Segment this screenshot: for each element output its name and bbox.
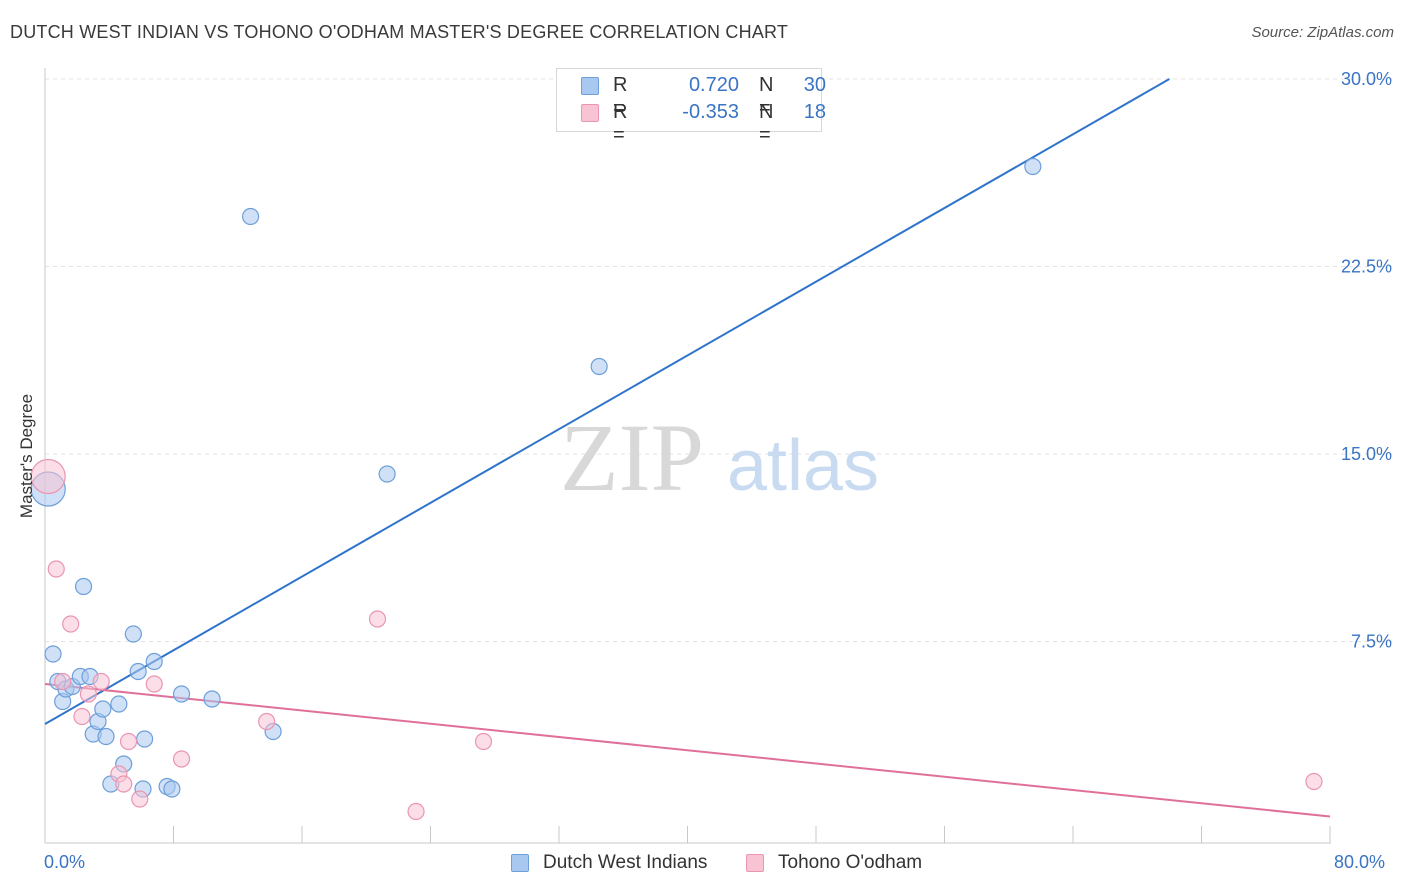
source-label: Source: ZipAtlas.com — [1251, 24, 1394, 41]
y-axis-label: Master's Degree — [17, 393, 36, 519]
y-tick-label: 15.0% — [1341, 444, 1392, 464]
data-point-dutch — [590, 357, 608, 376]
trend-line-dutch — [44, 78, 1170, 725]
y-tick-label: 7.5% — [1351, 632, 1392, 652]
data-point-tohono — [407, 802, 425, 821]
trend-line-tohono — [44, 683, 1331, 818]
data-point-tohono — [115, 775, 133, 793]
data-point-tohono — [73, 707, 91, 726]
legend-swatch-pink — [746, 854, 764, 872]
data-point-dutch — [378, 465, 396, 483]
y-tick-label: 22.5% — [1341, 257, 1392, 277]
series-legend: Dutch West Indians Tohono O'odham — [0, 852, 1406, 876]
data-point-tohono — [145, 675, 163, 693]
data-point-dutch — [1024, 157, 1042, 176]
data-point-tohono — [119, 732, 138, 751]
chart-title: DUTCH WEST INDIAN VS TOHONO O'ODHAM MAST… — [10, 22, 789, 42]
data-point-dutch — [74, 577, 93, 596]
watermark-zip: ZIP — [560, 404, 704, 511]
x-tick-label-min: 0.0% — [44, 852, 86, 872]
legend-swatch-blue — [581, 77, 599, 95]
x-tick-label-max: 80.0% — [1334, 852, 1386, 872]
n-label: N = — [759, 74, 774, 119]
data-point-dutch — [203, 690, 221, 708]
data-point-tohono — [62, 615, 80, 633]
n-value: 30 — [803, 74, 826, 96]
watermark-atlas: atlas — [727, 426, 879, 506]
data-point-tohono — [172, 750, 191, 768]
data-point-dutch — [145, 652, 163, 671]
legend-swatch-pink — [581, 104, 599, 122]
data-point-dutch — [124, 625, 142, 643]
data-point-dutch — [129, 662, 147, 681]
data-point-dutch — [44, 645, 62, 663]
data-point-tohono — [54, 672, 72, 691]
data-point-tohono — [92, 672, 110, 691]
r-value: -0.353 — [682, 101, 739, 123]
data-point-tohono — [474, 732, 493, 751]
legend-swatch-blue — [511, 854, 529, 872]
data-point-tohono — [47, 560, 65, 578]
n-label: N = — [759, 101, 774, 146]
data-point-tohono — [1305, 772, 1323, 791]
r-value: 0.720 — [688, 74, 739, 96]
correlation-legend: R = 0.720 N = 30 R = -0.353 N = 18 — [556, 68, 826, 146]
legend-label: Tohono O'odham — [778, 852, 923, 873]
data-point-tohono — [368, 610, 387, 628]
r-label: R = — [613, 74, 628, 119]
r-label: R = — [613, 101, 628, 146]
data-point-tohono — [258, 712, 276, 731]
watermark: ZIP atlas — [560, 404, 879, 511]
y-tick-label: 30.0% — [1341, 69, 1392, 89]
data-point-dutch — [135, 730, 154, 748]
data-point-tohono — [30, 458, 66, 495]
data-point-dutch — [97, 727, 115, 746]
data-point-tohono — [131, 790, 149, 808]
data-point-dutch — [94, 700, 112, 718]
legend-label: Dutch West Indians — [543, 852, 708, 873]
n-value: 18 — [803, 101, 826, 123]
data-point-tohono — [79, 685, 97, 703]
data-point-dutch — [172, 685, 191, 703]
data-point-dutch — [242, 207, 260, 226]
data-point-dutch — [163, 780, 181, 798]
data-point-dutch — [110, 695, 128, 713]
